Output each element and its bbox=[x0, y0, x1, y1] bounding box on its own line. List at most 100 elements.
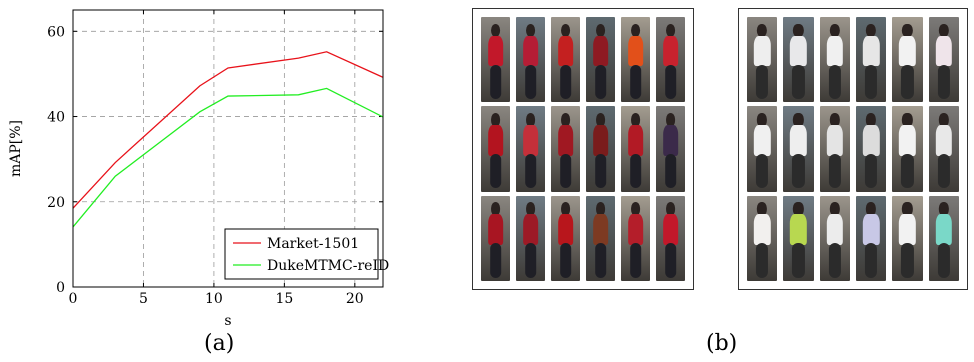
person-torso bbox=[935, 35, 953, 67]
person-thumbnail bbox=[783, 106, 814, 192]
person-torso bbox=[592, 35, 609, 67]
person-torso bbox=[753, 35, 771, 67]
person-torso bbox=[522, 35, 539, 67]
person-thumbnail bbox=[819, 17, 850, 103]
person-thumbnail bbox=[516, 17, 545, 103]
person-thumbnail bbox=[656, 17, 685, 103]
person-head bbox=[829, 202, 840, 217]
person-head bbox=[595, 23, 606, 38]
person-torso bbox=[487, 125, 504, 156]
person-head bbox=[665, 23, 676, 38]
person-legs bbox=[594, 64, 607, 99]
person-head bbox=[560, 23, 571, 38]
person-legs bbox=[792, 64, 805, 99]
person-head bbox=[866, 113, 877, 127]
person-head bbox=[902, 202, 913, 217]
person-head bbox=[757, 202, 768, 217]
person-thumbnail bbox=[783, 17, 814, 103]
person-head bbox=[938, 23, 949, 38]
person-torso bbox=[627, 125, 644, 156]
person-head bbox=[525, 23, 536, 38]
person-head bbox=[866, 23, 877, 38]
red-clothing-gallery-panel bbox=[472, 8, 694, 290]
person-legs bbox=[559, 243, 572, 278]
person-legs bbox=[865, 64, 878, 99]
person-torso bbox=[487, 35, 504, 67]
person-thumbnail bbox=[783, 195, 814, 281]
person-thumbnail bbox=[551, 195, 580, 281]
person-legs bbox=[828, 154, 841, 189]
person-thumbnail bbox=[747, 17, 778, 103]
x-tick-label: 0 bbox=[69, 291, 78, 307]
person-head bbox=[525, 113, 536, 127]
person-torso bbox=[826, 214, 844, 246]
legend-label-1: DukeMTMC-reID bbox=[267, 258, 389, 274]
person-torso bbox=[592, 125, 609, 156]
person-thumbnail bbox=[892, 195, 923, 281]
person-thumbnail bbox=[856, 106, 887, 192]
person-thumbnail bbox=[621, 17, 650, 103]
person-torso bbox=[862, 35, 880, 67]
person-thumbnail bbox=[516, 106, 545, 192]
person-legs bbox=[629, 64, 642, 99]
person-thumbnail bbox=[747, 195, 778, 281]
caption-b: (b) bbox=[706, 331, 738, 356]
person-torso bbox=[522, 125, 539, 156]
gallery-grid bbox=[747, 17, 959, 281]
person-legs bbox=[559, 154, 572, 189]
person-thumbnail bbox=[819, 195, 850, 281]
y-axis-label: mAP[%] bbox=[8, 120, 24, 177]
person-legs bbox=[937, 243, 950, 278]
person-legs bbox=[524, 243, 537, 278]
person-head bbox=[595, 202, 606, 217]
person-head bbox=[938, 202, 949, 217]
person-torso bbox=[899, 214, 916, 246]
person-thumbnail bbox=[621, 195, 650, 281]
person-head bbox=[490, 202, 501, 217]
person-torso bbox=[899, 35, 916, 67]
y-tick-label: 20 bbox=[47, 195, 65, 211]
gallery-grid bbox=[481, 17, 685, 281]
person-head bbox=[630, 113, 641, 127]
person-torso bbox=[753, 214, 771, 246]
person-head bbox=[490, 113, 501, 127]
person-torso bbox=[592, 214, 609, 246]
person-legs bbox=[828, 243, 841, 278]
person-head bbox=[490, 23, 501, 38]
y-tick-label: 0 bbox=[56, 280, 65, 296]
person-head bbox=[938, 113, 949, 127]
person-torso bbox=[557, 125, 574, 156]
person-head bbox=[757, 113, 768, 127]
person-torso bbox=[522, 214, 539, 246]
person-legs bbox=[937, 64, 950, 99]
person-thumbnail bbox=[586, 195, 615, 281]
person-torso bbox=[935, 125, 953, 156]
legend-box bbox=[224, 228, 379, 280]
person-thumbnail bbox=[516, 195, 545, 281]
person-head bbox=[595, 113, 606, 127]
person-head bbox=[829, 113, 840, 127]
person-head bbox=[829, 23, 840, 38]
person-thumbnail bbox=[481, 17, 510, 103]
person-thumbnail bbox=[892, 106, 923, 192]
person-thumbnail bbox=[928, 195, 959, 281]
person-torso bbox=[557, 35, 574, 67]
person-thumbnail bbox=[819, 106, 850, 192]
person-legs bbox=[629, 243, 642, 278]
person-legs bbox=[664, 64, 677, 99]
x-tick-label: 15 bbox=[275, 291, 293, 307]
person-head bbox=[793, 113, 804, 127]
person-thumbnail bbox=[656, 106, 685, 192]
person-thumbnail bbox=[892, 17, 923, 103]
person-torso bbox=[899, 125, 916, 156]
person-legs bbox=[489, 64, 502, 99]
person-torso bbox=[790, 125, 807, 156]
person-legs bbox=[524, 64, 537, 99]
person-legs bbox=[792, 243, 805, 278]
person-legs bbox=[594, 154, 607, 189]
person-head bbox=[630, 23, 641, 38]
person-thumbnail bbox=[551, 106, 580, 192]
person-thumbnail bbox=[481, 106, 510, 192]
person-head bbox=[902, 23, 913, 38]
map-vs-s-line-chart: 0 5 10 15 20 0 20 40 60 s mAP[%] Market-1501 DukeMTM… bbox=[8, 9, 389, 329]
